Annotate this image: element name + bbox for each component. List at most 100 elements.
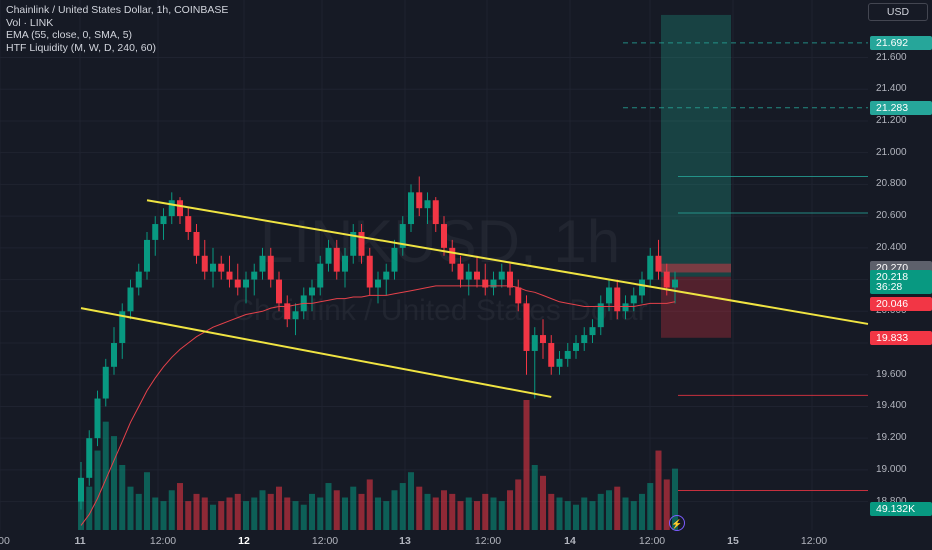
- volume-bar: [342, 497, 348, 530]
- candle-body: [94, 398, 101, 439]
- candle-body: [243, 279, 249, 288]
- time-tick: 00: [0, 535, 10, 547]
- volume-bar: [482, 493, 489, 530]
- volume-bar: [243, 501, 249, 530]
- volume-bar: [581, 497, 588, 530]
- volume-bar: [375, 497, 381, 530]
- volume-bar: [498, 501, 505, 530]
- volume-bar: [408, 472, 414, 530]
- legend-title[interactable]: Chainlink / United States Dollar, 1h, CO…: [6, 4, 229, 16]
- candle-body: [193, 231, 200, 256]
- price-tick: 19.000: [876, 463, 907, 475]
- volume-bar: [144, 472, 150, 530]
- volume-bar: [540, 475, 546, 530]
- candle-body: [342, 255, 348, 272]
- legend-volume[interactable]: Vol · LINK: [6, 16, 54, 29]
- time-tick: 11: [74, 535, 86, 547]
- candle-body: [540, 335, 546, 344]
- trendline: [146, 199, 869, 325]
- volume-bar: [424, 493, 431, 530]
- price-tick: 21.200: [876, 114, 907, 126]
- candle-body: [589, 327, 596, 336]
- time-tick: 12:00: [311, 535, 339, 547]
- price-tick: 20.800: [876, 178, 907, 190]
- volume-bar: [119, 465, 126, 530]
- candle-body: [226, 271, 233, 280]
- candle-body: [317, 263, 324, 288]
- price-tick: 21.000: [876, 146, 907, 158]
- volume-bar: [441, 490, 447, 530]
- volume-bar: [531, 465, 538, 530]
- volume-bar: [185, 501, 192, 530]
- candle-body: [399, 224, 406, 248]
- volume-bar: [548, 493, 555, 530]
- candle-body: [177, 200, 183, 217]
- candle-body: [168, 200, 175, 217]
- legend-htf[interactable]: HTF Liquidity (M, W, D, 240, 60): [6, 41, 156, 54]
- volume-bar: [639, 493, 645, 530]
- candle-body: [375, 279, 381, 288]
- legend-ema[interactable]: EMA (55, close, 0, SMA, 5): [6, 29, 133, 41]
- candle-body: [655, 255, 662, 272]
- ema-line: [80, 285, 676, 526]
- candle-body: [523, 303, 530, 351]
- volume-bar: [630, 501, 637, 530]
- volume-bar: [655, 450, 662, 530]
- price-tick: 21.600: [876, 51, 907, 63]
- target-zone: [661, 14, 731, 277]
- price-tick: 19.400: [876, 400, 907, 412]
- volume-bar: [465, 497, 472, 530]
- volume-bar: [449, 493, 456, 530]
- volume-bars: [78, 400, 678, 530]
- candle-body: [482, 279, 489, 288]
- volume-bar: [292, 501, 299, 530]
- candle-body: [391, 247, 398, 272]
- volume-bar: [325, 483, 332, 530]
- price-tag: 21.283: [870, 100, 932, 115]
- volume-tag: 49.132K: [870, 502, 932, 516]
- volume-bar: [515, 479, 522, 530]
- price-tick: 19.600: [876, 368, 907, 380]
- candle-body: [515, 287, 522, 304]
- candle-body: [135, 271, 142, 288]
- trendlines: [80, 199, 869, 398]
- candle-body: [267, 255, 274, 280]
- volume-bar: [251, 497, 258, 530]
- volume-bar: [177, 483, 183, 530]
- candle-body: [201, 255, 208, 272]
- candle-body: [639, 279, 645, 296]
- candle-body: [366, 255, 373, 288]
- volume-bar: [573, 504, 579, 530]
- candle-body: [498, 271, 505, 280]
- volume-bar: [226, 497, 233, 530]
- watermark-symbol: LINKUSD, 1h: [260, 208, 620, 275]
- volume-bar: [111, 436, 117, 530]
- volume-bar: [366, 479, 373, 530]
- candle-body: [630, 295, 637, 304]
- time-tick: 12: [238, 535, 250, 547]
- candle-body: [548, 343, 555, 367]
- currency-button[interactable]: USD: [868, 3, 928, 21]
- volume-bar: [193, 493, 200, 530]
- volume-bar: [350, 486, 357, 530]
- candle-body: [358, 231, 365, 256]
- candle-body: [119, 311, 126, 344]
- stop-zone: [661, 276, 731, 338]
- candle-body: [465, 271, 472, 280]
- candle-body: [160, 216, 167, 225]
- volume-bar: [432, 497, 439, 530]
- volume-bar: [102, 421, 109, 530]
- volume-bar: [614, 486, 621, 530]
- liquidity-levels: [623, 42, 868, 492]
- volume-bar: [94, 450, 101, 530]
- volume-bar: [86, 486, 93, 530]
- volume-bar: [564, 501, 571, 530]
- volume-bar: [309, 493, 315, 530]
- volume-bar: [333, 490, 340, 530]
- bolt-icon[interactable]: ⚡: [669, 515, 685, 531]
- time-tick: 12:00: [149, 535, 177, 547]
- time-tick: 12:00: [800, 535, 828, 547]
- candle-body: [507, 271, 513, 288]
